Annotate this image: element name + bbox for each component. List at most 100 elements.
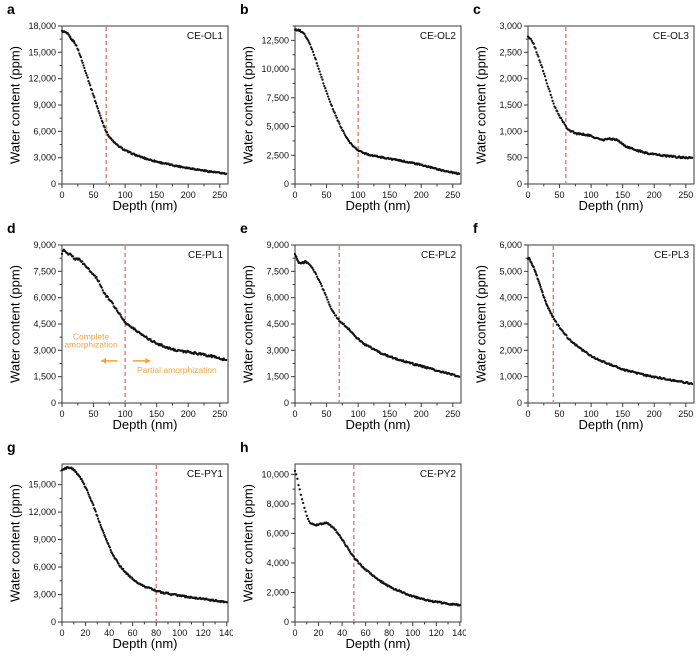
axes-ticks: 0 50 100 150 200 250 0 3,000 6,000 9,000 12,000 15,… — [28, 21, 227, 200]
annotation-arrowhead — [145, 357, 151, 364]
svg-text:7,500: 7,500 — [266, 93, 289, 103]
svg-text:50: 50 — [322, 190, 332, 200]
svg-text:1,000: 1,000 — [499, 126, 522, 136]
x-axis-label: Depth (nm) — [345, 198, 411, 213]
svg-text:80: 80 — [151, 628, 161, 638]
svg-text:10,000: 10,000 — [261, 469, 289, 479]
svg-text:12,000: 12,000 — [28, 74, 56, 84]
svg-text:4,500: 4,500 — [266, 319, 289, 329]
svg-text:150: 150 — [382, 409, 397, 419]
svg-text:250: 250 — [678, 190, 693, 200]
data-points — [60, 466, 228, 604]
svg-text:0: 0 — [525, 190, 530, 200]
svg-text:4,000: 4,000 — [499, 293, 522, 303]
axes-ticks: 0 50 100 150 200 250 0 1,500 3,000 4,500 6,000 7,50… — [33, 240, 227, 419]
svg-text:100: 100 — [118, 190, 133, 200]
svg-text:3,000: 3,000 — [499, 319, 522, 329]
svg-text:100: 100 — [584, 190, 599, 200]
panel-g: 0 20 40 60 80 100 120 140 0 3,000 6,000 9,000 12,000… — [0, 438, 233, 657]
svg-text:5,000: 5,000 — [266, 122, 289, 132]
svg-text:60: 60 — [128, 628, 138, 638]
data-points — [60, 248, 228, 362]
x-axis-label: Depth (nm) — [112, 198, 178, 213]
svg-text:0: 0 — [292, 190, 297, 200]
svg-text:50: 50 — [322, 409, 332, 419]
data-points — [526, 35, 694, 160]
svg-text:2,500: 2,500 — [266, 150, 289, 160]
panel-c: 0 50 100 150 200 250 0 500 1,000 1,500 2,000 2,500 3… — [466, 0, 699, 219]
svg-text:100: 100 — [351, 409, 366, 419]
svg-text:3,000: 3,000 — [33, 590, 56, 600]
annotation-text: amorphization — [64, 339, 118, 349]
svg-text:60: 60 — [361, 628, 371, 638]
svg-text:12,500: 12,500 — [261, 35, 289, 45]
svg-text:10,000: 10,000 — [261, 64, 289, 74]
svg-text:6,000: 6,000 — [499, 240, 522, 250]
svg-text:50: 50 — [555, 409, 565, 419]
svg-text:200: 200 — [181, 409, 196, 419]
svg-text:500: 500 — [507, 153, 522, 163]
svg-text:0: 0 — [51, 617, 56, 627]
svg-text:0: 0 — [525, 409, 530, 419]
sample-label: CE-PY1 — [186, 469, 223, 480]
plot-frame — [294, 463, 462, 623]
svg-text:50: 50 — [555, 190, 565, 200]
svg-text:1,000: 1,000 — [499, 372, 522, 382]
chart-ce-ol1: 0 50 100 150 200 250 0 3,000 6,000 9,000 12,000 15,… — [28, 21, 229, 200]
svg-text:18,000: 18,000 — [28, 21, 56, 31]
x-axis-label: Depth (nm) — [345, 417, 411, 432]
svg-text:6,000: 6,000 — [33, 293, 56, 303]
svg-text:50: 50 — [89, 190, 99, 200]
plot-frame — [61, 25, 229, 185]
svg-text:6,000: 6,000 — [266, 293, 289, 303]
plot-frame — [294, 25, 462, 185]
svg-text:100: 100 — [584, 409, 599, 419]
svg-text:40: 40 — [337, 628, 347, 638]
y-axis-label: Water content (ppm) — [7, 264, 23, 384]
x-axis-label: Depth (nm) — [578, 417, 644, 432]
y-axis-label: Water content (ppm) — [473, 264, 489, 384]
svg-text:3,000: 3,000 — [33, 345, 56, 355]
svg-text:2,000: 2,000 — [499, 345, 522, 355]
data-points — [293, 28, 461, 176]
sample-label: CE-PL1 — [187, 250, 223, 261]
svg-text:3,000: 3,000 — [266, 345, 289, 355]
svg-text:2,000: 2,000 — [266, 587, 289, 597]
svg-text:1,500: 1,500 — [266, 372, 289, 382]
chart-ce-pl1: 0 50 100 150 200 250 0 1,500 3,000 4,500 6,000 7,50… — [33, 240, 229, 419]
svg-text:250: 250 — [212, 409, 227, 419]
x-axis-label: Depth (nm) — [578, 198, 644, 213]
svg-text:9,000: 9,000 — [33, 100, 56, 110]
x-axis-label: Depth (nm) — [112, 636, 178, 651]
svg-text:0: 0 — [517, 398, 522, 408]
svg-text:0: 0 — [517, 179, 522, 189]
sample-label: CE-PY2 — [419, 469, 456, 480]
svg-text:15,000: 15,000 — [28, 47, 56, 57]
svg-text:9,000: 9,000 — [33, 535, 56, 545]
sample-label: CE-PL3 — [653, 250, 689, 261]
annotation-text: Complete — [73, 331, 110, 341]
svg-text:0: 0 — [284, 398, 289, 408]
svg-text:1,500: 1,500 — [33, 372, 56, 382]
svg-text:250: 250 — [445, 190, 460, 200]
annotation-arrowhead — [101, 357, 107, 364]
svg-text:6,000: 6,000 — [266, 528, 289, 538]
svg-text:7,500: 7,500 — [33, 266, 56, 276]
svg-text:2,000: 2,000 — [499, 74, 522, 84]
svg-text:140: 140 — [219, 628, 233, 638]
svg-text:200: 200 — [414, 409, 429, 419]
panel-letter: a — [7, 1, 15, 17]
y-axis-label: Water content (ppm) — [473, 45, 489, 165]
y-axis-label: Water content (ppm) — [240, 45, 256, 165]
svg-text:100: 100 — [172, 628, 187, 638]
svg-text:0: 0 — [59, 190, 64, 200]
chart-ce-ol2: 0 50 100 150 200 250 0 2,500 5,000 7,500 10,000 12,… — [261, 25, 462, 200]
axes-ticks: 0 50 100 150 200 250 0 500 1,000 1,500 2,000 2,500 3… — [499, 21, 693, 200]
svg-text:150: 150 — [615, 409, 630, 419]
plot-frame — [294, 244, 462, 404]
sample-label: CE-OL2 — [419, 31, 456, 42]
panel-f: 0 50 100 150 200 250 0 1,000 2,000 3,000 4,000 5,00… — [466, 219, 699, 438]
svg-text:250: 250 — [678, 409, 693, 419]
svg-text:4,500: 4,500 — [33, 319, 56, 329]
